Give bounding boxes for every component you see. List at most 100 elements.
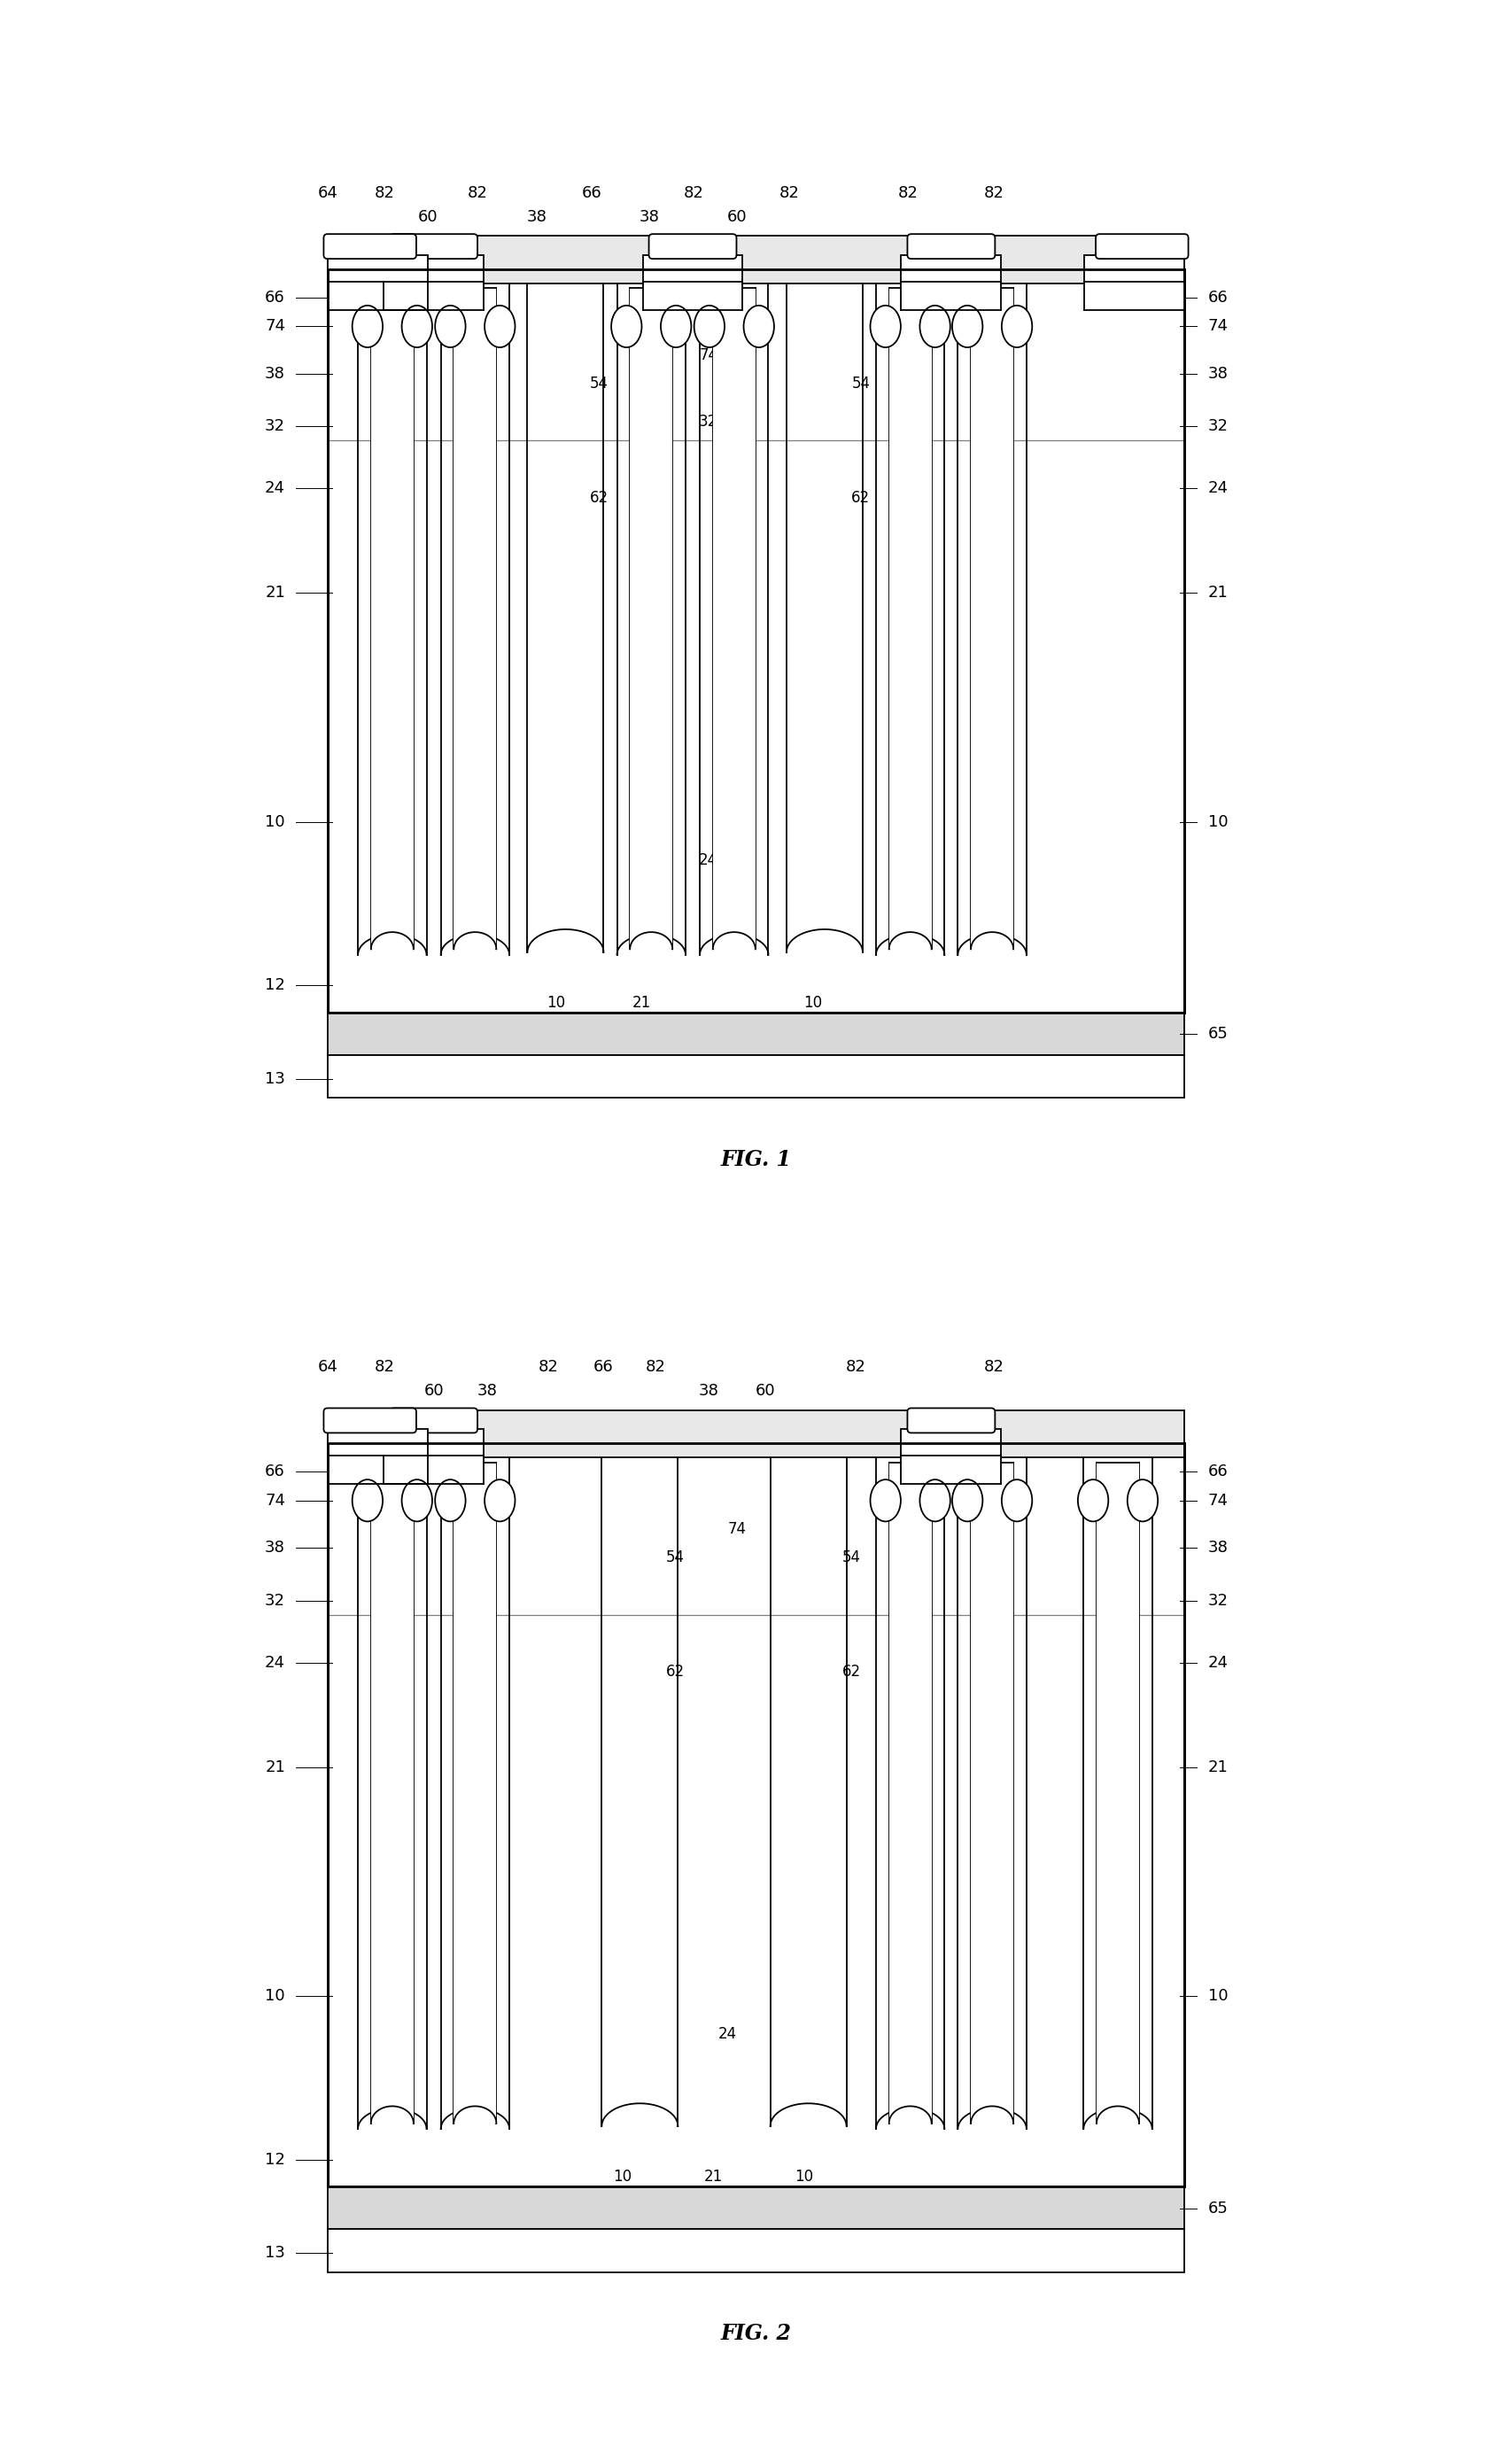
- Text: 32: 32: [1208, 418, 1228, 435]
- Text: 13: 13: [265, 1071, 286, 1086]
- Ellipse shape: [744, 306, 774, 347]
- Text: 12: 12: [265, 2152, 286, 2167]
- Text: 24: 24: [265, 1653, 286, 1671]
- Text: 64: 64: [318, 186, 337, 201]
- Bar: [328, 254, 428, 281]
- Bar: [384, 281, 484, 311]
- Text: 38: 38: [1208, 1541, 1228, 1556]
- Text: FIG. 1: FIG. 1: [721, 1150, 791, 1172]
- Ellipse shape: [919, 1480, 950, 1521]
- Bar: [328, 269, 1184, 1013]
- Ellipse shape: [402, 1480, 432, 1521]
- Bar: [901, 1428, 1001, 1455]
- Text: 10: 10: [1208, 1989, 1228, 2003]
- Bar: [454, 1463, 496, 2123]
- Text: 54: 54: [851, 377, 869, 391]
- Bar: [1084, 254, 1184, 281]
- Text: 38: 38: [1208, 367, 1228, 382]
- Text: 64: 64: [318, 1360, 337, 1375]
- Text: 10: 10: [794, 2170, 813, 2184]
- FancyBboxPatch shape: [324, 1409, 416, 1433]
- Text: 32: 32: [1208, 1592, 1228, 1609]
- Bar: [384, 254, 484, 281]
- Text: 60: 60: [727, 208, 747, 225]
- Text: 10: 10: [265, 1989, 286, 2003]
- Text: 38: 38: [699, 1382, 718, 1399]
- FancyBboxPatch shape: [390, 1409, 478, 1433]
- Text: 10: 10: [614, 2170, 632, 2184]
- Text: 10: 10: [265, 815, 286, 829]
- Text: 32: 32: [265, 1592, 286, 1609]
- Bar: [328, 1409, 1184, 1458]
- Text: 74: 74: [727, 1521, 747, 1536]
- Text: 74: 74: [1208, 318, 1228, 335]
- Ellipse shape: [485, 306, 516, 347]
- Text: 82: 82: [375, 186, 395, 201]
- Text: 74: 74: [699, 347, 718, 362]
- Text: 62: 62: [842, 1663, 860, 1680]
- Ellipse shape: [485, 1480, 516, 1521]
- Text: 82: 82: [845, 1360, 866, 1375]
- Bar: [971, 289, 1013, 949]
- Bar: [971, 1463, 1013, 2123]
- Ellipse shape: [352, 1480, 383, 1521]
- Text: 60: 60: [417, 208, 437, 225]
- Text: 10: 10: [547, 996, 565, 1010]
- Text: 65: 65: [1208, 1027, 1228, 1042]
- Text: 66: 66: [594, 1360, 614, 1375]
- Text: 62: 62: [590, 489, 608, 506]
- Text: 82: 82: [984, 186, 1004, 201]
- Bar: [328, 1013, 1184, 1054]
- Ellipse shape: [435, 1480, 466, 1521]
- Text: 21: 21: [1208, 585, 1228, 602]
- Ellipse shape: [953, 1480, 983, 1521]
- Text: 66: 66: [265, 1465, 286, 1480]
- Bar: [384, 1428, 484, 1455]
- Ellipse shape: [611, 306, 641, 347]
- Text: 24: 24: [718, 2025, 736, 2042]
- Text: 66: 66: [265, 291, 286, 306]
- Text: 82: 82: [898, 186, 918, 201]
- Bar: [1096, 1463, 1139, 2123]
- Ellipse shape: [871, 1480, 901, 1521]
- FancyBboxPatch shape: [390, 235, 478, 259]
- Text: 24: 24: [265, 479, 286, 497]
- Bar: [328, 1455, 428, 1485]
- Text: 54: 54: [842, 1551, 860, 1565]
- Ellipse shape: [953, 306, 983, 347]
- Text: 10: 10: [804, 996, 823, 1010]
- Text: 10: 10: [1208, 815, 1228, 829]
- Ellipse shape: [435, 306, 466, 347]
- Bar: [643, 281, 742, 311]
- Ellipse shape: [1078, 1480, 1108, 1521]
- Bar: [328, 281, 428, 311]
- Text: 82: 82: [779, 186, 800, 201]
- Text: 38: 38: [265, 367, 286, 382]
- Text: 74: 74: [265, 318, 286, 335]
- Text: 82: 82: [375, 1360, 395, 1375]
- Text: 82: 82: [538, 1360, 558, 1375]
- FancyBboxPatch shape: [907, 1409, 995, 1433]
- Bar: [328, 1428, 428, 1455]
- Bar: [712, 289, 756, 949]
- Ellipse shape: [1128, 1480, 1158, 1521]
- Text: 66: 66: [582, 186, 602, 201]
- Text: 60: 60: [423, 1382, 445, 1399]
- Text: 21: 21: [632, 996, 652, 1010]
- Ellipse shape: [871, 306, 901, 347]
- Bar: [328, 1443, 1184, 2187]
- Bar: [370, 1463, 413, 2123]
- FancyBboxPatch shape: [1096, 235, 1188, 259]
- Text: 24: 24: [699, 851, 718, 868]
- Ellipse shape: [661, 306, 691, 347]
- Bar: [454, 289, 496, 949]
- Bar: [643, 254, 742, 281]
- Text: 21: 21: [265, 1759, 286, 1776]
- FancyBboxPatch shape: [324, 235, 416, 259]
- Bar: [631, 289, 673, 949]
- Text: 66: 66: [1208, 291, 1228, 306]
- Ellipse shape: [919, 306, 950, 347]
- Text: 38: 38: [640, 208, 659, 225]
- Bar: [328, 269, 1184, 1013]
- Text: 62: 62: [851, 489, 869, 506]
